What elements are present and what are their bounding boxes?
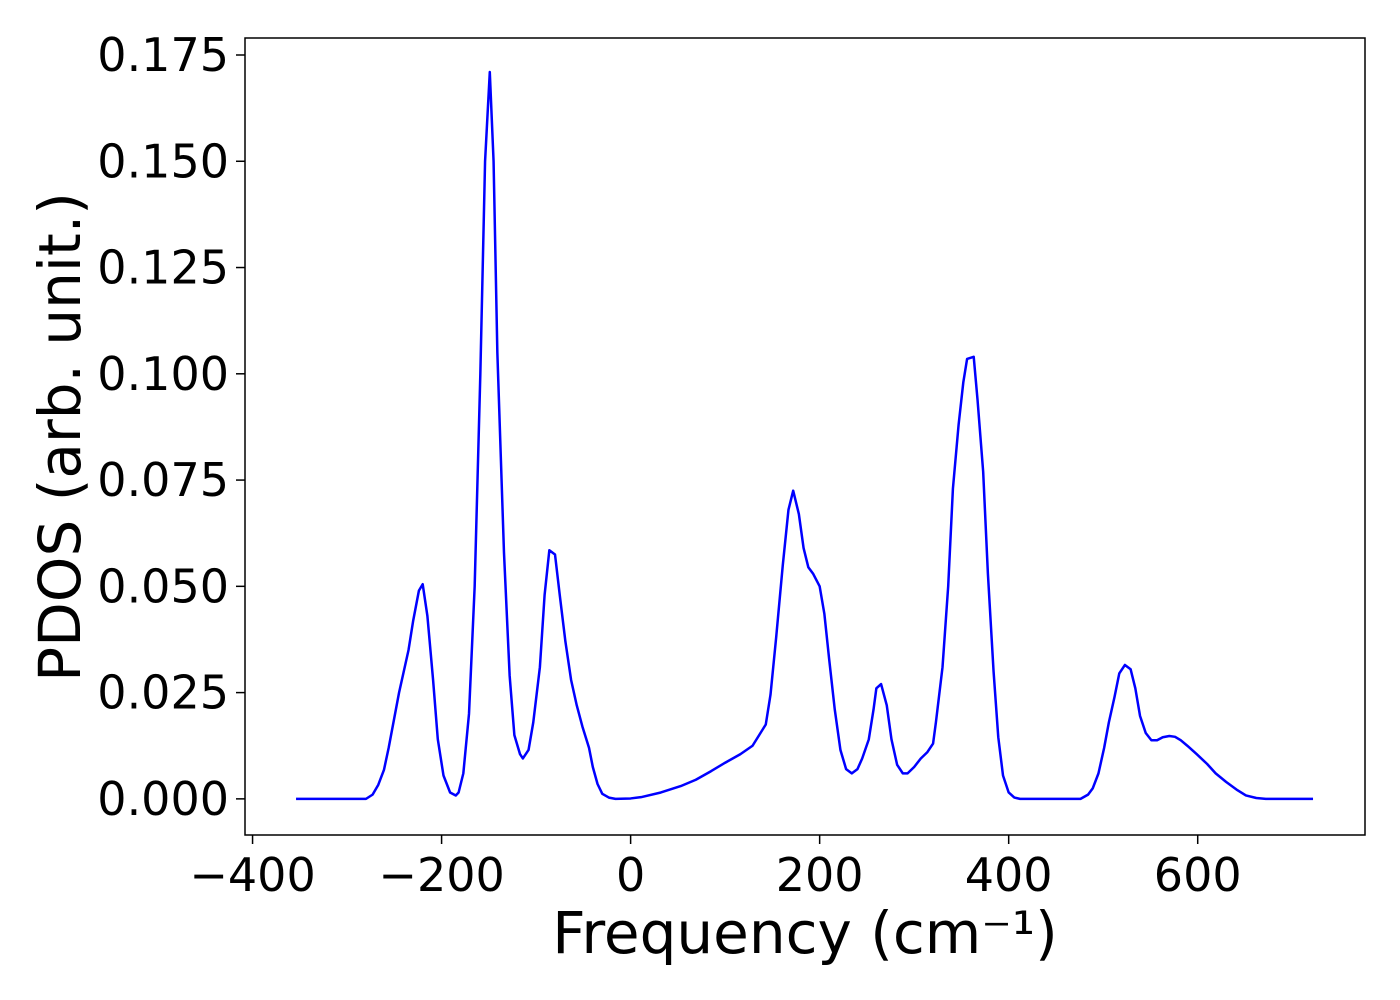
x-tick-label: 400 (965, 848, 1053, 902)
plot-frame (244, 37, 1366, 836)
x-tick-label: 600 (1154, 848, 1242, 902)
x-tick-label: −400 (189, 848, 315, 902)
x-tick-label: 0 (616, 848, 645, 902)
line (296, 70, 1314, 801)
y-tick-label: 0.000 (97, 772, 229, 826)
y-tick-label: 0.050 (97, 559, 229, 613)
y-tick-label: 0.025 (97, 666, 229, 720)
y-tick-label: 0.075 (97, 453, 229, 507)
y-axis-label: PDOS (arb. unit.) (26, 192, 94, 682)
y-tick-label: 0.150 (97, 134, 229, 188)
x-tick-label: −200 (378, 848, 504, 902)
x-tick-label: 200 (776, 848, 864, 902)
y-tick-label: 0.100 (97, 347, 229, 401)
x-axis-label: Frequency (cm⁻¹) (552, 899, 1058, 967)
y-tick-label: 0.175 (97, 28, 229, 82)
y-tick-label: 0.125 (97, 241, 229, 295)
